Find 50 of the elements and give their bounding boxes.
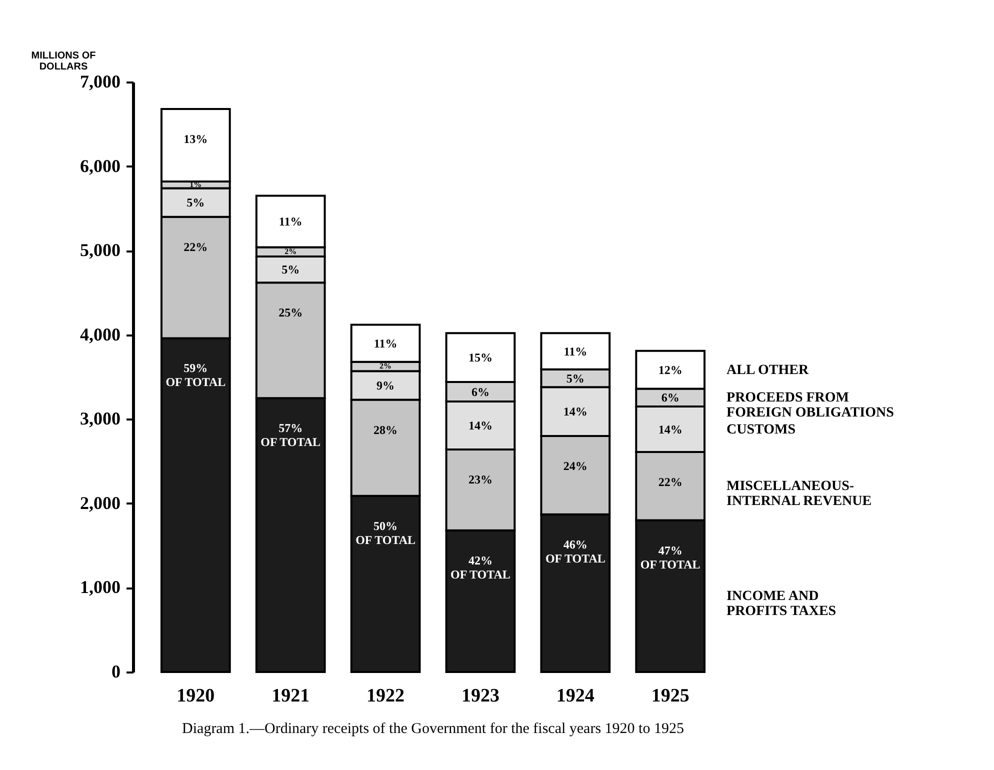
annotation: 6% [471, 384, 490, 399]
series-label: INCOME AND PROFITS TAXES [726, 589, 836, 620]
annotation: 6% [661, 390, 680, 405]
annotation: 13% [184, 132, 208, 146]
annotation: 57% OF TOTAL [260, 421, 321, 450]
text: Diagram 1.—Ordinary receipts of the Government for the fiscal years 1920 to 1925 [182, 721, 684, 737]
annotation: 46% OF TOTAL [545, 537, 606, 566]
annotation: 50% OF TOTAL [356, 518, 416, 547]
annotation: 14% [563, 404, 588, 419]
annotation: 22% [184, 240, 208, 254]
series-label: CUSTOMS [726, 422, 796, 438]
x-tick-label: 1924 [556, 686, 595, 706]
annotation: 11% [278, 214, 302, 228]
annotation: 2% [380, 361, 392, 370]
annotation: 12% [658, 362, 682, 377]
annotation: 22% [658, 475, 682, 490]
x-tick-label: 1923 [461, 686, 500, 706]
annotation: 5% [566, 371, 584, 386]
annotation: 9% [376, 378, 395, 392]
annotation: 11% [564, 344, 588, 358]
y-tick-label: 3,000 [80, 408, 120, 429]
annotation: 28% [374, 422, 398, 437]
series-label: ALL OTHER [726, 362, 810, 378]
y-axis-title: MILLIONS OF DOLLARS [31, 50, 96, 72]
annotation: 14% [658, 422, 682, 436]
annotation: 11% [374, 336, 398, 350]
y-tick-label: 6,000 [80, 156, 120, 176]
annotation: 42% OF TOTAL [450, 553, 510, 582]
x-tick-label: 1922 [366, 686, 405, 706]
annotation: 23% [468, 472, 492, 486]
annotation: 47% OF TOTAL [640, 543, 700, 572]
annotation: 5% [186, 196, 205, 210]
y-tick-label: 7,000 [80, 72, 120, 92]
annotation: 15% [468, 350, 492, 365]
annotation: 14% [468, 418, 492, 432]
y-tick-label: 1,000 [80, 577, 120, 598]
series-label: PROCEEDS FROM FOREIGN OBLIGATIONS [726, 390, 894, 421]
y-tick-label: 2,000 [80, 492, 120, 513]
annotation: 24% [563, 459, 588, 473]
y-tick-label: 4,000 [80, 324, 120, 344]
annotation: 5% [282, 262, 300, 277]
annotation: 59% OF TOTAL [166, 361, 226, 390]
annotation: 2% [284, 246, 297, 256]
series-label: MISCELLANEOUS-INTERNAL REVENUE [726, 479, 872, 510]
x-tick-label: 1920 [176, 686, 215, 706]
y-tick-label: 5,000 [80, 240, 120, 260]
x-tick-label: 1925 [651, 686, 690, 706]
y-tick-label: 0 [112, 662, 120, 682]
x-tick-label: 1921 [272, 686, 310, 706]
annotation: 25% [278, 306, 303, 320]
